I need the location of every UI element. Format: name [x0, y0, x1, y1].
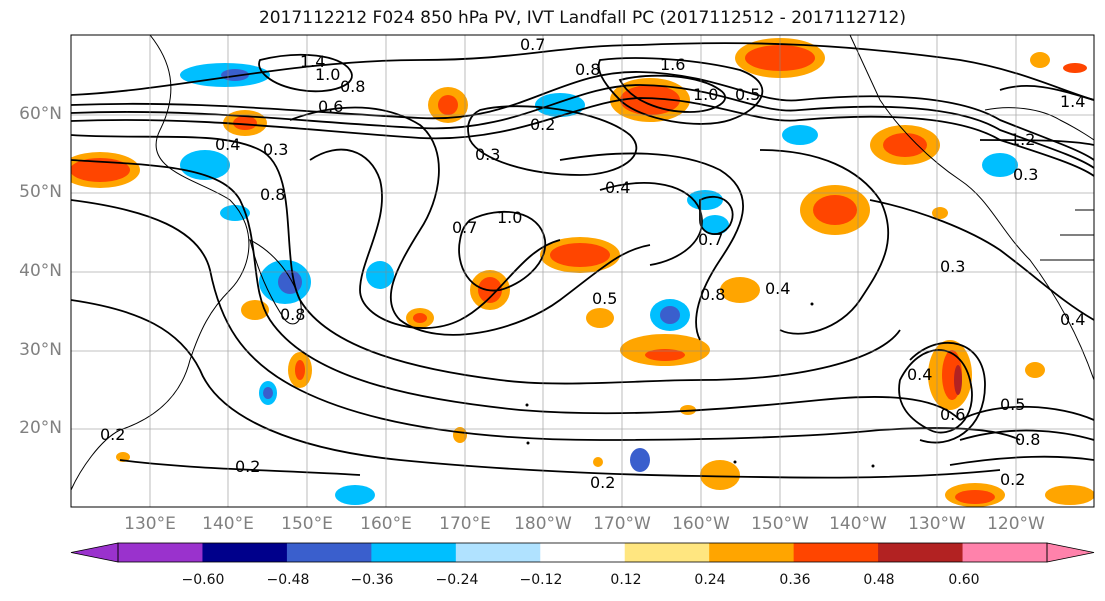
colorbar-segment	[371, 543, 457, 562]
contour-label: 0.2	[235, 457, 260, 476]
colorbar-tick-label: −0.60	[181, 572, 225, 588]
contour-label: 1.0	[693, 85, 718, 104]
lat-label: 40°N	[19, 261, 62, 281]
contour-label: 0.4	[1060, 310, 1085, 329]
lat-label: 30°N	[19, 340, 62, 360]
contour-label: 0.7	[698, 230, 723, 249]
contour-label: 0.5	[592, 289, 617, 308]
lat-label: 50°N	[19, 182, 62, 202]
contour-label: 0.8	[575, 60, 600, 79]
colorbar-tick-label: 0.60	[948, 572, 980, 588]
map-frame	[70, 34, 1095, 508]
contour-label: 0.4	[765, 279, 790, 298]
contour-label: 0.3	[1013, 165, 1038, 184]
colorbar-extend-right	[1046, 542, 1095, 563]
contour-label: 0.4	[605, 178, 630, 197]
colorbar-segment	[793, 543, 879, 562]
contour-label: 0.3	[475, 145, 500, 164]
colorbar-segment	[962, 543, 1048, 562]
contour-label: 0.6	[318, 97, 343, 116]
colorbar-tick-label: 0.48	[863, 572, 895, 588]
contour-label: 1.6	[660, 55, 685, 74]
lon-label: 130°E	[124, 514, 176, 534]
lon-label: 160°E	[360, 514, 412, 534]
lon-label: 130°W	[908, 514, 966, 534]
graticule	[71, 35, 1094, 507]
contour-label: 0.8	[1015, 430, 1040, 449]
lat-label: 60°N	[19, 104, 62, 124]
contour-label: 1.2	[1010, 130, 1035, 149]
contour-label: 0.8	[280, 305, 305, 324]
contour-label: 1.4	[1060, 92, 1085, 111]
colorbar-tick-label: 0.24	[694, 572, 726, 588]
colorbar-tick-label: 0.12	[610, 572, 642, 588]
coastlines	[71, 35, 1094, 491]
contour-label: 0.5	[1000, 395, 1025, 414]
contour-label: 1.4	[300, 52, 325, 71]
contour-label: 0.2	[100, 425, 125, 444]
lon-label: 140°W	[829, 514, 887, 534]
colorbar-tick-label: −0.48	[266, 572, 310, 588]
contour-label: 1.0	[315, 65, 340, 84]
colorbar-segment	[709, 543, 795, 562]
contour-label: 0.6	[940, 405, 965, 424]
colorbar-segment	[118, 543, 203, 562]
lon-label: 180°W	[514, 514, 572, 534]
colorbar-segment	[455, 543, 541, 562]
contour-labels: 1.4 1.0 0.8 0.6 0.4 0.3 0.2 0.3 0.4 1.0 …	[100, 35, 1085, 492]
contour-label: 1.0	[497, 208, 522, 227]
lon-label: 150°W	[751, 514, 809, 534]
colorbar-segment	[202, 543, 288, 562]
lon-label: 170°W	[593, 514, 651, 534]
contour-label: 0.7	[452, 218, 477, 237]
colorbar-frame	[117, 542, 1048, 563]
contour-label: 0.4	[215, 135, 240, 154]
colorbar-tick-label: −0.36	[350, 572, 394, 588]
lon-label: 150°E	[281, 514, 333, 534]
colorbar-segment	[286, 543, 372, 562]
contour-label: 0.3	[940, 257, 965, 276]
contour-label: 0.2	[590, 473, 615, 492]
contour-label: 0.5	[735, 85, 760, 104]
lon-label: 170°E	[439, 514, 491, 534]
contour-label: 0.8	[700, 285, 725, 304]
colorbar-segment	[540, 543, 626, 562]
island-markers	[525, 302, 875, 468]
map-title: 2017112212 F024 850 hPa PV, IVT Landfall…	[258, 8, 906, 28]
colorbar-tick-label: −0.24	[435, 572, 479, 588]
contour-label: 0.4	[907, 365, 932, 384]
contour-label: 0.2	[530, 115, 555, 134]
contour-label: 0.2	[1000, 470, 1025, 489]
colorbar	[70, 542, 1095, 563]
colorbar-tick-label: 0.36	[779, 572, 811, 588]
colorbar-segment	[624, 543, 710, 562]
contour-label: 0.8	[340, 77, 365, 96]
lon-label: 120°W	[987, 514, 1045, 534]
contour-label: 0.3	[263, 140, 288, 159]
lat-label: 20°N	[19, 418, 62, 438]
colorbar-extend-left	[70, 542, 119, 563]
lon-label: 160°W	[672, 514, 730, 534]
contour-label: 0.8	[260, 185, 285, 204]
colorbar-segment	[878, 543, 964, 562]
contour-label: 0.7	[520, 35, 545, 54]
lon-label: 140°E	[202, 514, 254, 534]
pv-contours	[71, 42, 1094, 479]
colorbar-tick-label: −0.12	[519, 572, 563, 588]
